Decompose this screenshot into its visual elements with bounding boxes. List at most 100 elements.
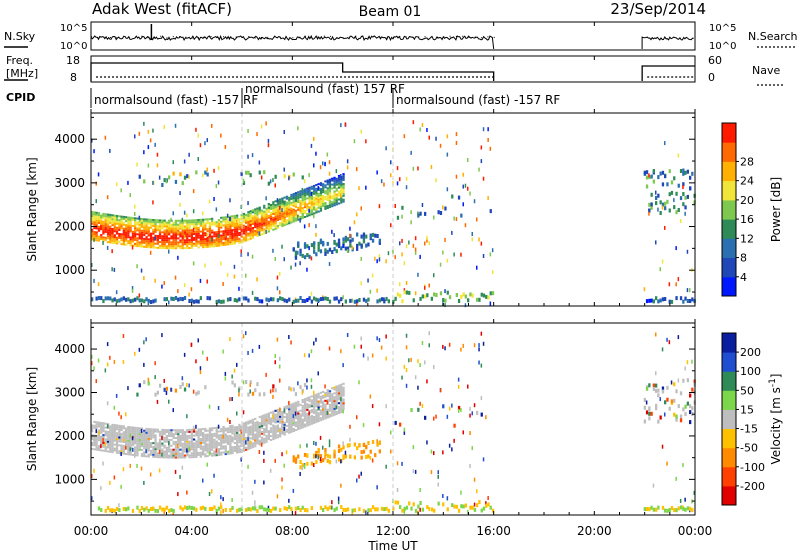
range-cell	[340, 447, 343, 452]
speckle-cell	[174, 123, 177, 128]
range-cell	[181, 433, 184, 435]
speckle-cell	[664, 141, 666, 146]
range-cell	[285, 203, 289, 206]
range-cell	[303, 206, 307, 209]
range-cell	[260, 219, 264, 222]
range-cell	[138, 235, 141, 238]
range-cell	[245, 439, 248, 442]
ground-scatter-cell	[306, 298, 309, 302]
range-cell	[682, 192, 685, 196]
range-cell	[95, 425, 98, 428]
range-cell	[145, 443, 148, 446]
range-cell	[168, 456, 171, 459]
range-cell	[183, 239, 187, 242]
range-cell	[648, 416, 651, 421]
range-cell	[134, 440, 137, 443]
range-cell	[217, 452, 221, 454]
range-cell	[158, 448, 162, 451]
range-cell	[120, 446, 123, 449]
speckle-cell	[648, 211, 650, 216]
range-cell	[267, 214, 270, 217]
range-cell	[154, 225, 157, 227]
range-cell	[670, 180, 674, 185]
range-cell	[335, 389, 338, 392]
speckle-cell	[405, 281, 408, 285]
range-cell	[247, 219, 250, 221]
speckle-cell	[100, 437, 102, 442]
range-cell	[161, 219, 164, 222]
speckle-cell	[405, 383, 408, 388]
range-cell	[254, 232, 257, 234]
range-cell	[95, 444, 98, 447]
range-cell	[195, 448, 198, 451]
speckle-cell	[396, 461, 399, 466]
range-cell	[245, 235, 248, 238]
range-cell	[251, 444, 255, 447]
speckle-cell	[439, 262, 442, 267]
range-cell	[249, 231, 252, 234]
range-cell	[371, 440, 375, 444]
range-cell	[229, 231, 232, 234]
range-cell	[299, 202, 302, 205]
range-cell	[143, 241, 146, 244]
range-cell	[183, 241, 187, 244]
range-cell	[306, 253, 309, 257]
range-cell	[125, 239, 128, 242]
range-cell	[111, 218, 114, 221]
range-cell	[288, 406, 291, 409]
range-cell	[149, 438, 153, 440]
speckle-cell	[138, 131, 141, 136]
range-cell	[115, 438, 119, 441]
range-cell	[127, 220, 130, 223]
range-cell	[115, 226, 119, 229]
speckle-cell	[131, 288, 134, 293]
range-cell	[682, 202, 685, 207]
speckle-cell	[247, 201, 249, 206]
range-cell	[267, 434, 270, 436]
speckle-cell	[401, 252, 403, 257]
speckle-cell	[371, 353, 374, 358]
range-cell	[197, 438, 200, 441]
range-cell	[204, 224, 207, 227]
speckle-cell	[297, 214, 299, 219]
range-cell	[335, 201, 338, 204]
speckle-cell	[666, 461, 668, 466]
speckle-cell	[428, 507, 430, 511]
range-cell	[251, 227, 255, 229]
speckle-cell	[93, 278, 95, 283]
speckle-cell	[143, 362, 145, 367]
range-cell	[684, 195, 687, 200]
range-cell	[247, 420, 250, 423]
ground-scatter-cell	[380, 297, 384, 302]
range-cell	[204, 246, 207, 248]
range-cell	[97, 222, 101, 224]
range-cell	[337, 176, 341, 179]
range-cell	[263, 431, 266, 434]
speckle-cell	[265, 229, 267, 234]
range-cell	[324, 192, 327, 195]
range-cell	[111, 216, 114, 219]
range-cell	[149, 246, 153, 249]
range-cell	[147, 445, 150, 448]
speckle-cell	[396, 166, 399, 171]
range-cell	[281, 225, 284, 228]
ground-scatter-cell	[269, 508, 273, 513]
range-cell	[202, 228, 205, 231]
range-cell	[317, 418, 320, 421]
range-cell	[179, 444, 182, 447]
ground-scatter-cell	[143, 507, 146, 512]
range-cell	[238, 226, 241, 229]
range-cell	[134, 450, 137, 453]
range-cell	[134, 428, 137, 431]
range-cell	[299, 460, 302, 464]
speckle-cell	[249, 440, 251, 445]
range-cell	[673, 176, 676, 181]
ground-scatter-cell	[199, 506, 202, 511]
range-cell	[251, 221, 255, 224]
range-cell	[319, 397, 323, 400]
range-cell	[254, 425, 257, 428]
range-cell	[136, 430, 139, 433]
range-cell	[163, 431, 166, 433]
range-cell	[303, 417, 307, 420]
speckle-cell	[251, 290, 254, 295]
